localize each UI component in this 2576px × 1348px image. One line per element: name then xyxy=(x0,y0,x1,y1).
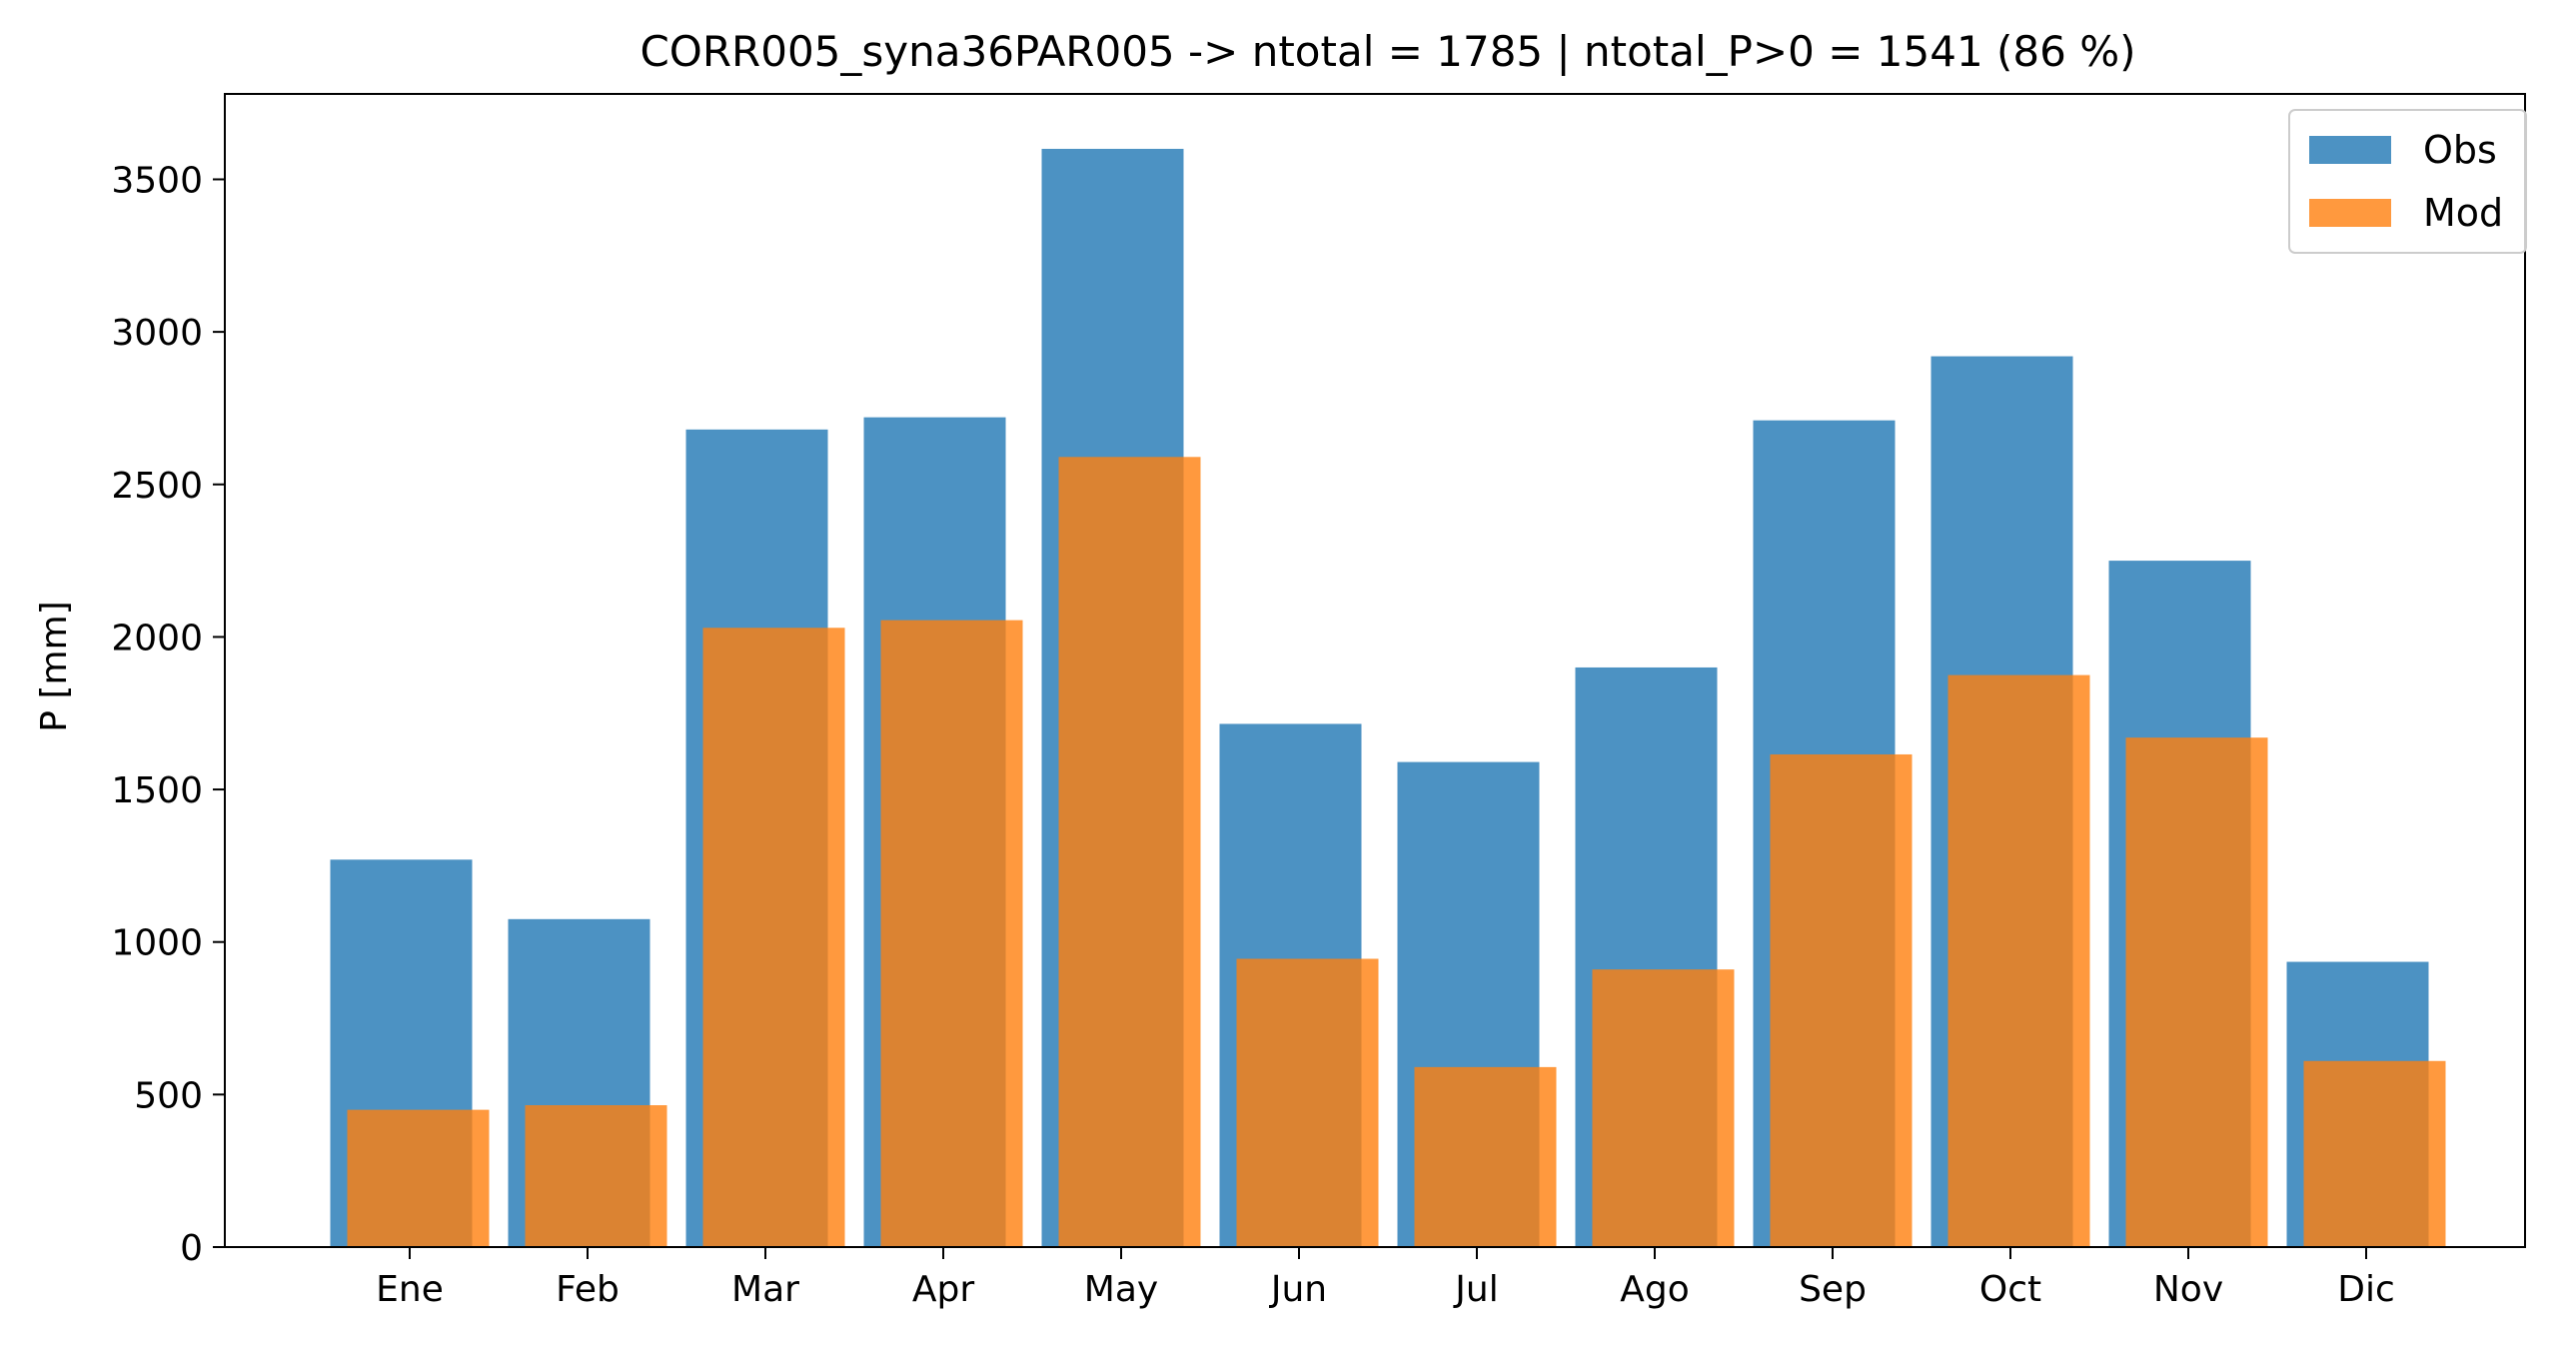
x-tick-label: Jun xyxy=(1269,1269,1327,1310)
bar-mod-jul xyxy=(1414,1066,1557,1247)
x-tick-label: May xyxy=(1084,1269,1158,1310)
y-tick-label: 2500 xyxy=(111,466,203,507)
legend-swatch-mod xyxy=(2309,199,2391,227)
y-tick-label: 0 xyxy=(180,1228,203,1269)
y-tick-label: 2000 xyxy=(111,618,203,659)
x-tick-label: Ago xyxy=(1620,1269,1690,1310)
legend-label-obs: Obs xyxy=(2423,128,2497,172)
x-tick-label: Mar xyxy=(731,1269,799,1310)
plot-area: 0 500 1000 1500 2000 2500 3000 3500 Ene Feb Mar Apr… xyxy=(111,93,2526,1310)
x-tick-label: Sep xyxy=(1799,1269,1867,1310)
x-tick-label: Oct xyxy=(1979,1269,2041,1310)
y-tick-label: 3500 xyxy=(111,160,203,201)
x-tick-label: Feb xyxy=(556,1269,620,1310)
x-tick-label: Jul xyxy=(1453,1269,1498,1310)
y-axis-label: P [mm] xyxy=(34,601,75,731)
y-tick-label: 3000 xyxy=(111,313,203,354)
bar-mod-sep xyxy=(1770,753,1913,1247)
bar-mod-mar xyxy=(702,628,845,1247)
x-tick-label: Dic xyxy=(2337,1269,2395,1310)
legend-label-mod: Mod xyxy=(2423,191,2503,235)
bar-mod-may xyxy=(1058,457,1201,1248)
chart-title: CORR005_syna36PAR005 -> ntotal = 1785 | … xyxy=(640,27,2135,76)
bar-mod-dic xyxy=(2303,1060,2446,1247)
bar-mod-nov xyxy=(2125,737,2268,1247)
x-tick-label: Apr xyxy=(912,1269,974,1310)
y-tick-label: 1500 xyxy=(111,770,203,811)
bar-mod-ene xyxy=(347,1109,490,1247)
bar-mod-oct xyxy=(1947,674,2090,1247)
x-tick-label: Ene xyxy=(376,1269,444,1310)
axes-frame xyxy=(224,93,2526,1248)
x-tick-label: Nov xyxy=(2153,1269,2223,1310)
bar-mod-feb xyxy=(525,1105,667,1247)
y-tick-label: 500 xyxy=(134,1075,203,1116)
bar-mod-apr xyxy=(880,620,1023,1247)
y-tick-label: 1000 xyxy=(111,923,203,964)
legend: Obs Mod xyxy=(2288,109,2527,254)
legend-swatch-obs xyxy=(2309,136,2391,164)
bar-mod-jun xyxy=(1236,958,1379,1247)
bar-mod-ago xyxy=(1592,969,1735,1247)
